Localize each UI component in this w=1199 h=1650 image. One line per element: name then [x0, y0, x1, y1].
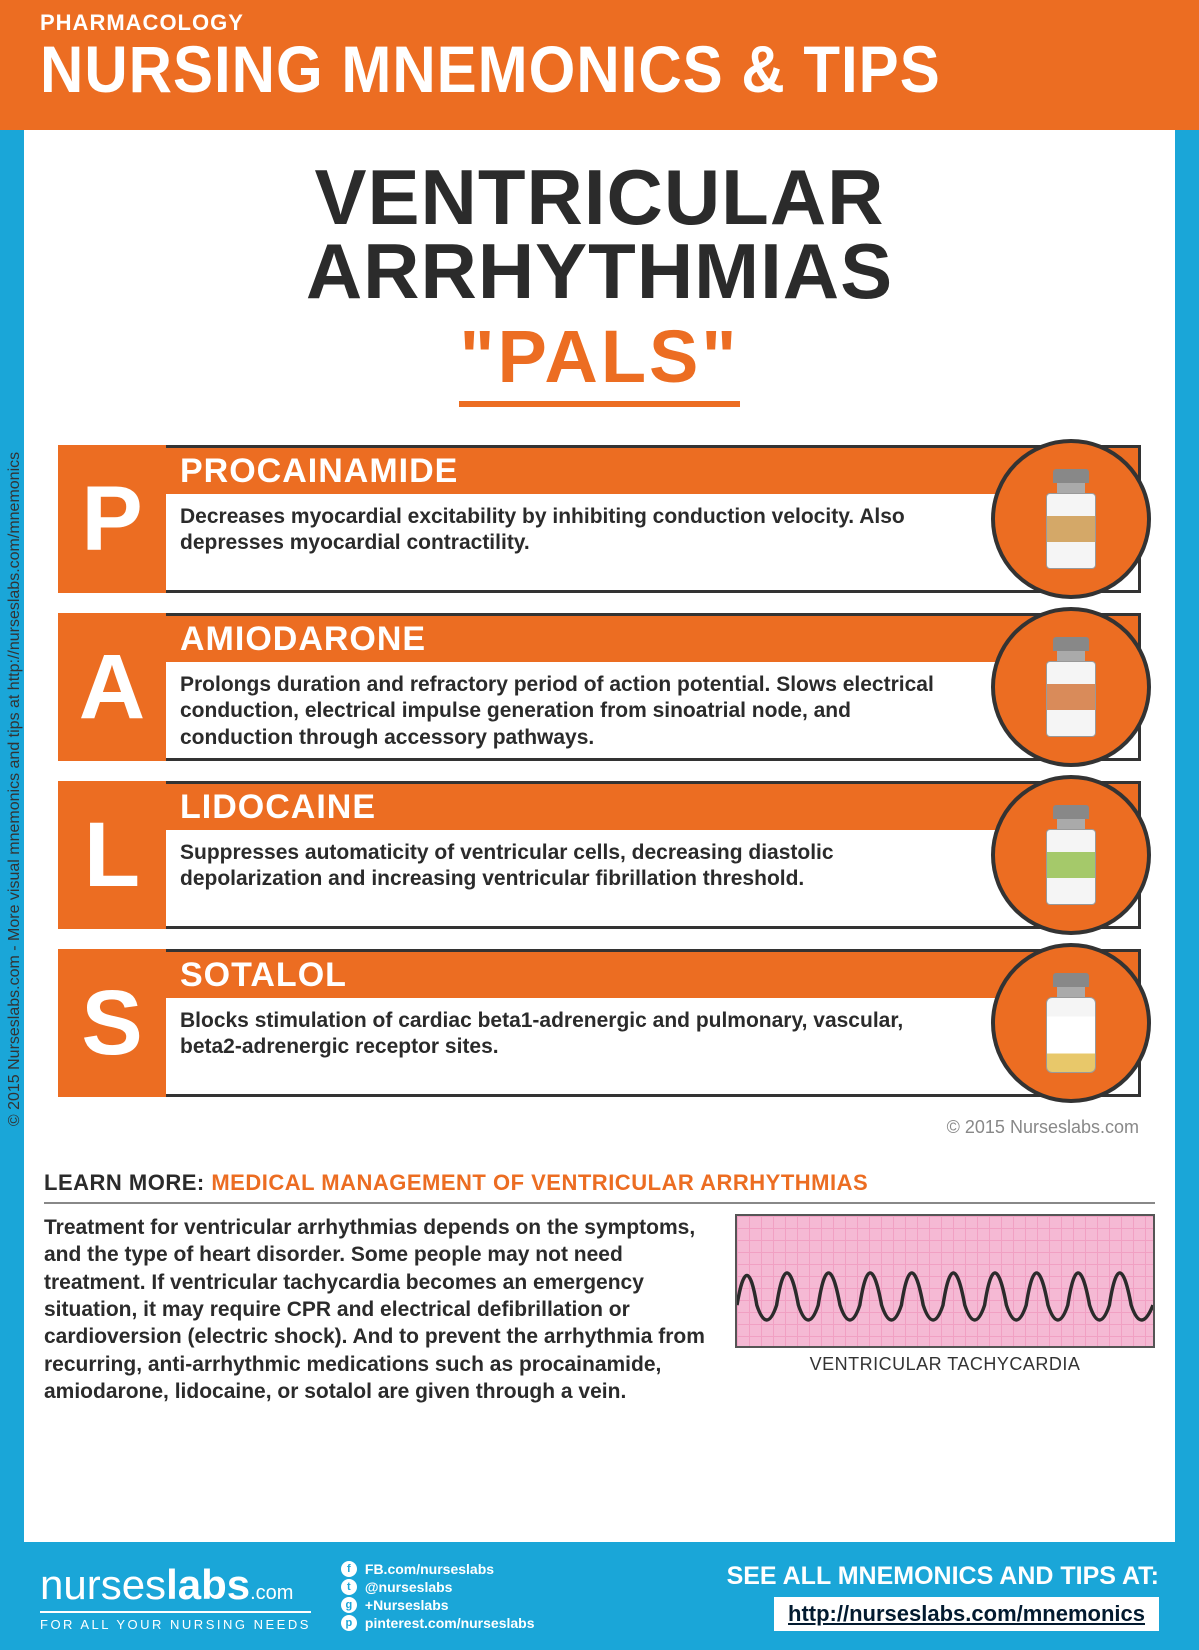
vial-icon	[1046, 637, 1096, 737]
mnemonic-card: P PROCAINAMIDE Decreases myocardial exci…	[58, 445, 1141, 593]
social-label: pinterest.com/nurseslabs	[365, 1615, 535, 1631]
footer-logo: nurseslabs.com FOR ALL YOUR NURSING NEED…	[40, 1561, 311, 1632]
logo-suffix: .com	[250, 1582, 293, 1604]
learn-more-label: LEARN MORE:	[44, 1170, 211, 1195]
learn-more-text: Treatment for ventricular arrhythmias de…	[44, 1214, 715, 1405]
vial-icon	[1046, 973, 1096, 1073]
logo-tagline: FOR ALL YOUR NURSING NEEDS	[40, 1611, 311, 1632]
card-letter: P	[58, 445, 166, 593]
inline-copyright: © 2015 Nurseslabs.com	[40, 1117, 1159, 1138]
card-circle	[991, 943, 1151, 1103]
divider	[44, 1202, 1155, 1204]
social-label: @nurseslabs	[365, 1579, 453, 1595]
footer-right: SEE ALL MNEMONICS AND TIPS AT: http://nu…	[727, 1562, 1159, 1631]
mnemonic-card: S SOTALOL Blocks stimulation of cardiac …	[58, 949, 1141, 1097]
main-title: VENTRICULAR ARRHYTHMIAS "PALS"	[40, 160, 1159, 407]
card-letter: S	[58, 949, 166, 1097]
sidebar-copyright: © 2015 Nurseslabs.com - More visual mnem…	[6, 214, 24, 1364]
ecg-caption: VENTRICULAR TACHYCARDIA	[735, 1354, 1155, 1375]
title-line-1: VENTRICULAR	[40, 160, 1159, 234]
learn-more-heading: LEARN MORE: MEDICAL MANAGEMENT OF VENTRI…	[44, 1170, 1155, 1196]
mnemonic-card: A AMIODARONE Prolongs duration and refra…	[58, 613, 1141, 761]
social-row[interactable]: p pinterest.com/nurseslabs	[341, 1615, 535, 1631]
card-drug-name: PROCAINAMIDE	[166, 448, 1138, 494]
infographic-page: © 2015 Nurseslabs.com - More visual mnem…	[0, 0, 1199, 1650]
ecg-graphic	[735, 1214, 1155, 1348]
header-bar: PHARMACOLOGY NURSING MNEMONICS & TIPS	[0, 0, 1199, 130]
social-label: FB.com/nurseslabs	[365, 1561, 494, 1577]
card-drug-name: AMIODARONE	[166, 616, 1138, 662]
mnemonic-word: "PALS"	[459, 314, 739, 407]
content-area: VENTRICULAR ARRHYTHMIAS "PALS" P PROCAIN…	[40, 150, 1159, 1405]
logo-text: nurseslabs.com	[40, 1561, 311, 1609]
learn-more-topic: MEDICAL MANAGEMENT OF VENTRICULAR ARRHYT…	[211, 1170, 868, 1195]
header-title: NURSING MNEMONICS & TIPS	[40, 37, 1159, 103]
title-line-2: ARRHYTHMIAS	[40, 234, 1159, 308]
card-letter: L	[58, 781, 166, 929]
border-right	[1175, 0, 1199, 1650]
footer-socials: f FB.com/nurseslabs t @nurseslabs g +Nursesla…	[341, 1559, 535, 1633]
learn-more-row: Treatment for ventricular arrhythmias de…	[44, 1214, 1155, 1405]
card-circle	[991, 607, 1151, 767]
footer-see-all: SEE ALL MNEMONICS AND TIPS AT:	[727, 1562, 1159, 1591]
social-icon: f	[341, 1561, 357, 1577]
logo-bold: labs	[166, 1561, 250, 1608]
card-drug-name: LIDOCAINE	[166, 784, 1138, 830]
ecg-wave-icon	[737, 1216, 1153, 1348]
ecg-column: VENTRICULAR TACHYCARDIA	[735, 1214, 1155, 1405]
social-row[interactable]: f FB.com/nurseslabs	[341, 1561, 535, 1577]
mnemonic-cards: P PROCAINAMIDE Decreases myocardial exci…	[40, 445, 1159, 1097]
card-letter: A	[58, 613, 166, 761]
vial-icon	[1046, 469, 1096, 569]
vial-icon	[1046, 805, 1096, 905]
footer-link[interactable]: http://nurseslabs.com/mnemonics	[774, 1597, 1159, 1631]
social-icon: p	[341, 1615, 357, 1631]
footer-bar: nurseslabs.com FOR ALL YOUR NURSING NEED…	[0, 1542, 1199, 1650]
social-row[interactable]: g +Nurseslabs	[341, 1597, 535, 1613]
mnemonic-card: L LIDOCAINE Suppresses automaticity of v…	[58, 781, 1141, 929]
card-circle	[991, 775, 1151, 935]
social-row[interactable]: t @nurseslabs	[341, 1579, 535, 1595]
social-icon: t	[341, 1579, 357, 1595]
card-drug-name: SOTALOL	[166, 952, 1138, 998]
social-label: +Nurseslabs	[365, 1597, 449, 1613]
card-circle	[991, 439, 1151, 599]
learn-more-section: LEARN MORE: MEDICAL MANAGEMENT OF VENTRI…	[40, 1170, 1159, 1405]
logo-light: nurses	[40, 1561, 166, 1608]
social-icon: g	[341, 1597, 357, 1613]
